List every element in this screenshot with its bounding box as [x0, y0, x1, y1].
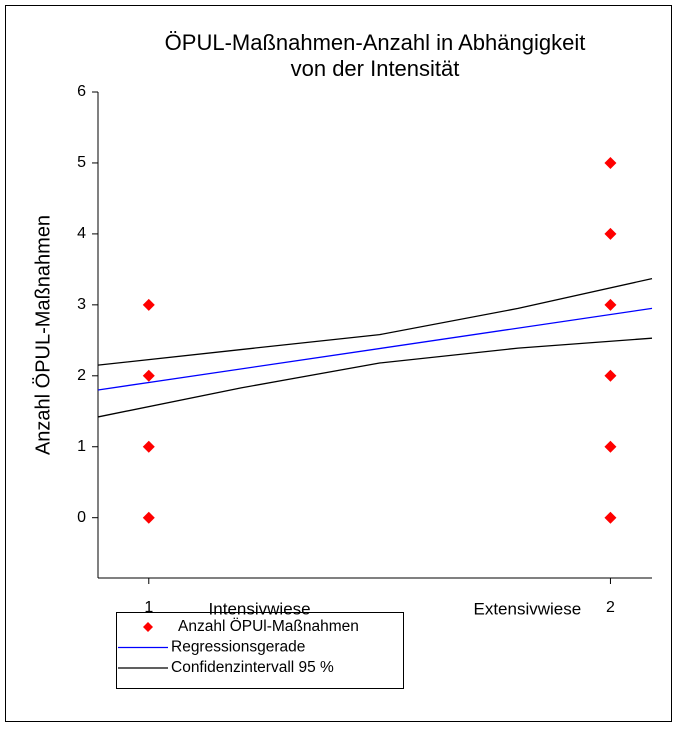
x-tick-label: 2: [606, 599, 615, 616]
legend: [116, 612, 404, 689]
point: [604, 511, 617, 524]
point: [604, 369, 617, 382]
legend-label: Confidenzintervall 95 %: [171, 659, 334, 676]
ci-lower: [97, 337, 653, 418]
point: [604, 298, 617, 311]
annotation: Intensivwiese: [209, 599, 311, 618]
x-tick-label: 1: [144, 599, 153, 616]
y-tick-label: 3: [77, 296, 86, 313]
y-axis-label: Anzahl ÖPUL-Maßnahmen: [32, 215, 54, 455]
chart-title: von der Intensität: [291, 56, 460, 81]
frame: [5, 5, 672, 722]
legend-label: Regressionsgerade: [171, 639, 305, 656]
y-tick-label: 4: [77, 225, 86, 242]
regression-line: [97, 307, 653, 391]
point: [604, 156, 617, 169]
ci-upper: [97, 277, 653, 366]
point: [142, 369, 155, 382]
point: [142, 440, 155, 453]
y-tick-label: 0: [77, 509, 86, 526]
y-tick-label: 6: [77, 83, 86, 100]
y-tick-label: 2: [77, 367, 86, 384]
y-tick-label: 1: [77, 438, 86, 455]
point: [604, 227, 617, 240]
legend-marker: [143, 622, 153, 632]
y-tick-label: 5: [77, 154, 86, 171]
point: [142, 511, 155, 524]
annotation: Extensivwiese: [473, 599, 581, 618]
chart-title: ÖPUL-Maßnahmen-Anzahl in Abhängigkeit: [165, 30, 586, 55]
legend-label: Anzahl ÖPUl-Maßnahmen: [178, 617, 359, 635]
point: [142, 298, 155, 311]
point: [604, 440, 617, 453]
